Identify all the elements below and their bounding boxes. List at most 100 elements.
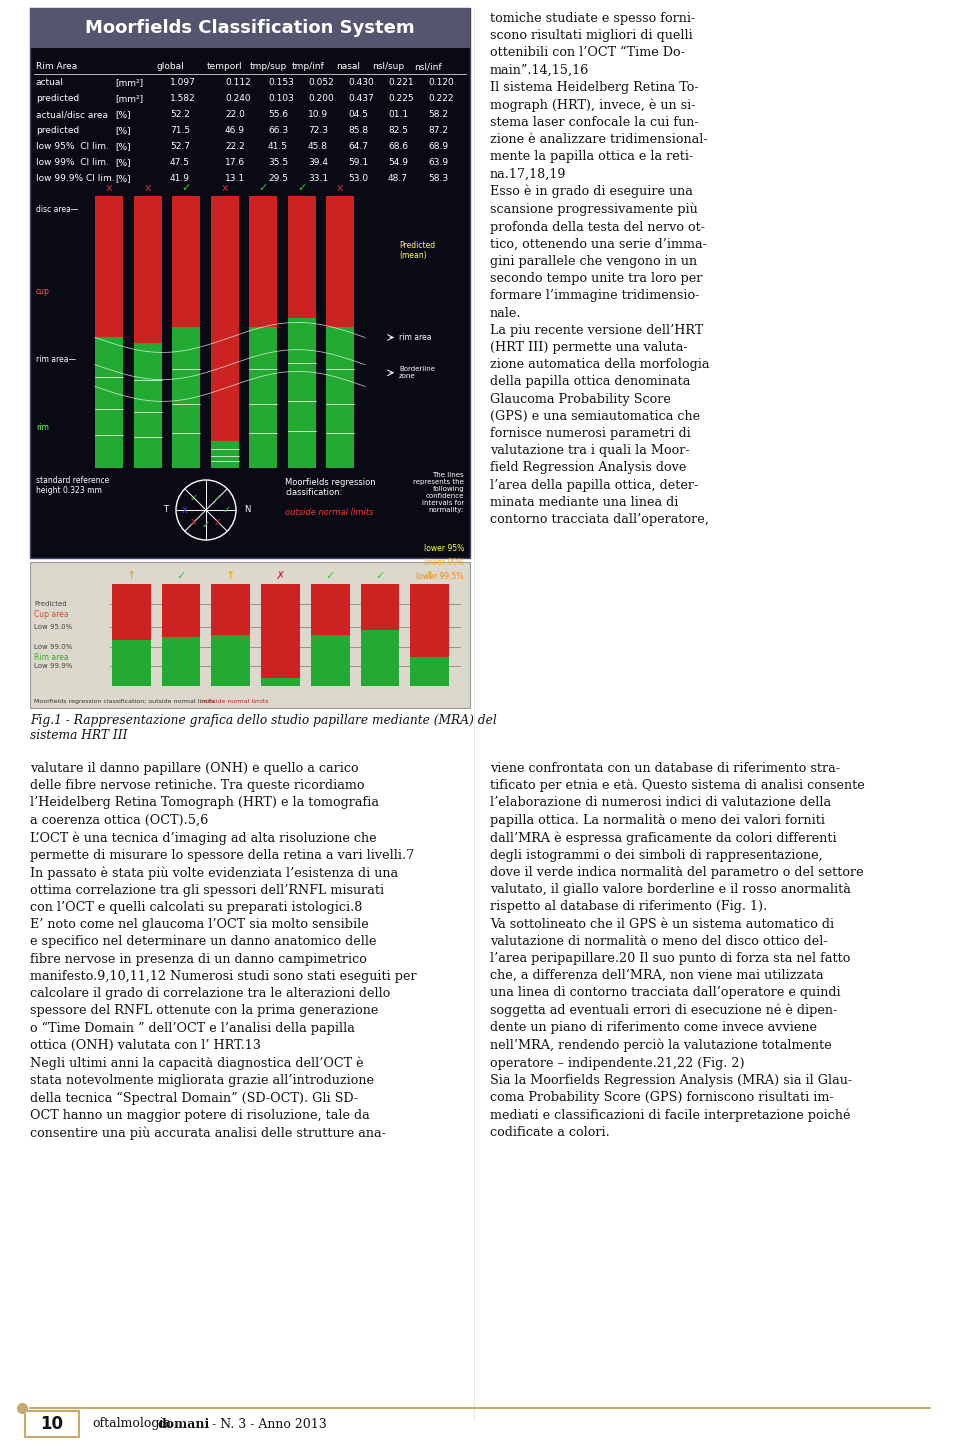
Text: 72.3: 72.3 [308,126,328,135]
Text: 0.437: 0.437 [348,94,373,103]
Bar [30,9,470,48]
Text: rim area—: rim area— [36,355,76,363]
Text: 0.153: 0.153 [268,78,294,87]
Text: 71.5: 71.5 [170,126,190,135]
Text: [%]: [%] [115,158,131,166]
Text: 55.6: 55.6 [268,110,288,119]
Bar [250,327,277,467]
Text: ↑: ↑ [425,572,434,582]
Text: 41.9: 41.9 [170,174,190,182]
Text: ✓: ✓ [375,572,385,582]
Text: 29.5: 29.5 [268,174,288,182]
Text: outside normal limits: outside normal limits [202,699,269,705]
Text: 85.8: 85.8 [348,126,368,135]
Text: 1.582: 1.582 [170,94,196,103]
Text: ✓: ✓ [202,519,210,530]
Text: oftalmologia: oftalmologia [92,1418,171,1431]
Text: 63.9: 63.9 [428,158,448,166]
Text: 0.112: 0.112 [225,78,251,87]
Bar [311,635,349,686]
Text: 0.225: 0.225 [388,94,414,103]
Text: ↑: ↑ [227,572,235,582]
Bar [95,337,123,467]
Text: [%]: [%] [115,126,131,135]
Text: ✓: ✓ [223,505,231,515]
Text: lower 99%: lower 99% [423,559,464,567]
Text: standard reference
height 0.323 mm: standard reference height 0.323 mm [36,476,109,495]
Text: rim area: rim area [399,333,431,341]
Bar [211,635,251,686]
Text: Cup area: Cup area [34,611,68,619]
Bar [250,195,277,327]
Text: x: x [106,182,112,192]
Text: Borderline
zone: Borderline zone [399,366,435,379]
Bar [161,637,201,686]
Text: N: N [244,505,251,515]
Bar [288,195,316,318]
Text: 53.0: 53.0 [348,174,368,182]
Text: 17.6: 17.6 [225,158,245,166]
Text: lower 95%: lower 95% [423,544,464,553]
Text: 10: 10 [40,1415,63,1433]
Text: ✗: ✗ [276,572,285,582]
Text: 68.6: 68.6 [388,142,408,150]
Text: valutare il danno papillare (ONH) e quello a carico
delle fibre nervose retinich: valutare il danno papillare (ONH) e quel… [30,763,417,1140]
Text: Predicted: Predicted [34,602,66,608]
Bar [261,585,300,677]
Text: ✓: ✓ [298,182,306,192]
Text: disc area—: disc area— [36,205,79,214]
Text: tmp/sup: tmp/sup [250,62,287,71]
Text: x: x [182,505,188,515]
Text: 0.221: 0.221 [388,78,414,87]
Text: Rim Area: Rim Area [36,62,77,71]
Text: Fig.1 - Rappresentazione grafica dello studio papillare mediante (MRA) del
siste: Fig.1 - Rappresentazione grafica dello s… [30,713,496,742]
Text: 33.1: 33.1 [308,174,328,182]
Text: 47.5: 47.5 [170,158,190,166]
Text: 59.1: 59.1 [348,158,368,166]
Text: 0.430: 0.430 [348,78,373,87]
Text: tomiche studiate e spesso forni-
scono risultati migliori di quelli
ottenibili c: tomiche studiate e spesso forni- scono r… [490,12,709,525]
Text: rim: rim [36,423,49,431]
Text: 0.240: 0.240 [225,94,251,103]
Text: Moorfields regression classification; ​outside normal limits: Moorfields regression classification; ​o… [34,699,215,705]
Text: 82.5: 82.5 [388,126,408,135]
Bar [30,561,470,708]
Text: low 95%  CI lim.: low 95% CI lim. [36,142,108,150]
Text: T: T [163,505,168,515]
Text: ↑: ↑ [127,572,136,582]
Text: actual/disc area: actual/disc area [36,110,108,119]
Text: global: global [156,62,184,71]
Bar [172,327,200,467]
Text: 04.5: 04.5 [348,110,368,119]
Text: x: x [215,517,221,527]
Text: ✓: ✓ [214,493,222,504]
Text: 52.2: 52.2 [170,110,190,119]
Text: 48.7: 48.7 [388,174,408,182]
Bar [410,585,449,657]
Text: 13.1: 13.1 [225,174,245,182]
Text: nsl/inf: nsl/inf [414,62,442,71]
Text: ✓: ✓ [190,493,198,504]
Text: temporl: temporl [207,62,243,71]
Text: 0.120: 0.120 [428,78,454,87]
Text: low 99%  CI lim.: low 99% CI lim. [36,158,108,166]
Text: 45.8: 45.8 [308,142,328,150]
Text: outside normal limits: outside normal limits [285,508,373,517]
Bar [361,585,399,629]
Text: 1.097: 1.097 [170,78,196,87]
Text: domani: domani [158,1418,210,1431]
Text: 54.9: 54.9 [388,158,408,166]
Text: Moorfields regression
classification:: Moorfields regression classification: [285,478,375,498]
Text: 01.1: 01.1 [388,110,408,119]
Text: 66.3: 66.3 [268,126,288,135]
Text: 64.7: 64.7 [348,142,368,150]
Text: 87.2: 87.2 [428,126,448,135]
Text: Low 95.0%: Low 95.0% [34,624,72,629]
Text: 68.9: 68.9 [428,142,448,150]
Text: The lines
represents the
following
confidence
intervals for
normality:: The lines represents the following confi… [413,472,464,514]
Text: 39.4: 39.4 [308,158,328,166]
Text: Predicted
(mean): Predicted (mean) [399,240,435,260]
Text: Low 99.9%: Low 99.9% [34,663,72,669]
Bar [161,585,201,637]
Text: ✓: ✓ [325,572,335,582]
